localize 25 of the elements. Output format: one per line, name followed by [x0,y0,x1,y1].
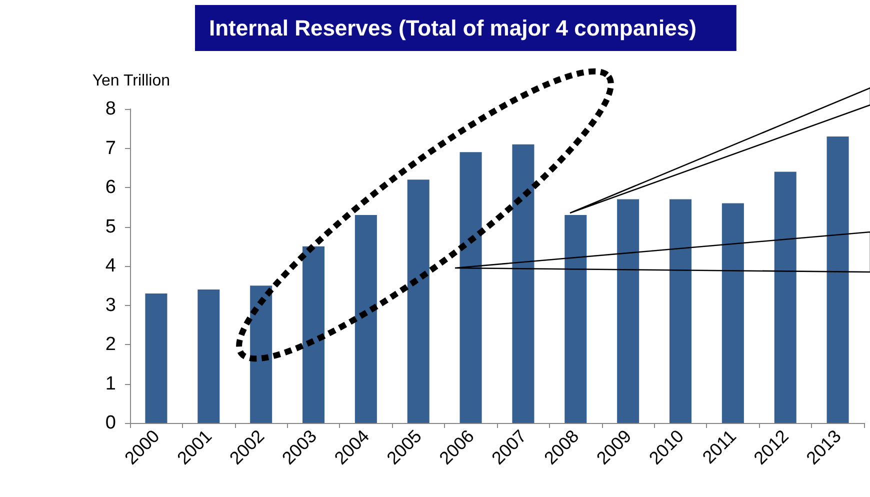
bar [774,172,796,423]
y-tick-label: 1 [105,373,116,394]
y-tick-label: 7 [105,138,116,159]
bar [354,214,377,423]
y-tick-label: 4 [105,256,116,276]
bar [826,136,849,423]
bar [460,152,482,423]
bar [669,199,692,423]
bar [250,286,272,423]
y-axis-title: Yen Trillion [92,72,170,90]
bar [407,180,430,423]
bar [564,214,587,423]
y-tick-label: 5 [105,216,116,238]
y-tick-label: 3 [105,294,116,316]
bar [198,290,220,423]
bar [512,144,534,423]
y-tick-label: 6 [105,177,116,198]
y-tick-label: 2 [105,334,116,355]
bar [722,203,744,423]
chart-title: Internal Reserves (Total of major 4 companies) [209,16,696,40]
y-tick-label: 8 [105,98,116,120]
bar [617,199,640,423]
bar [145,293,168,423]
y-tick-label: 0 [105,412,116,434]
bar [302,246,325,423]
